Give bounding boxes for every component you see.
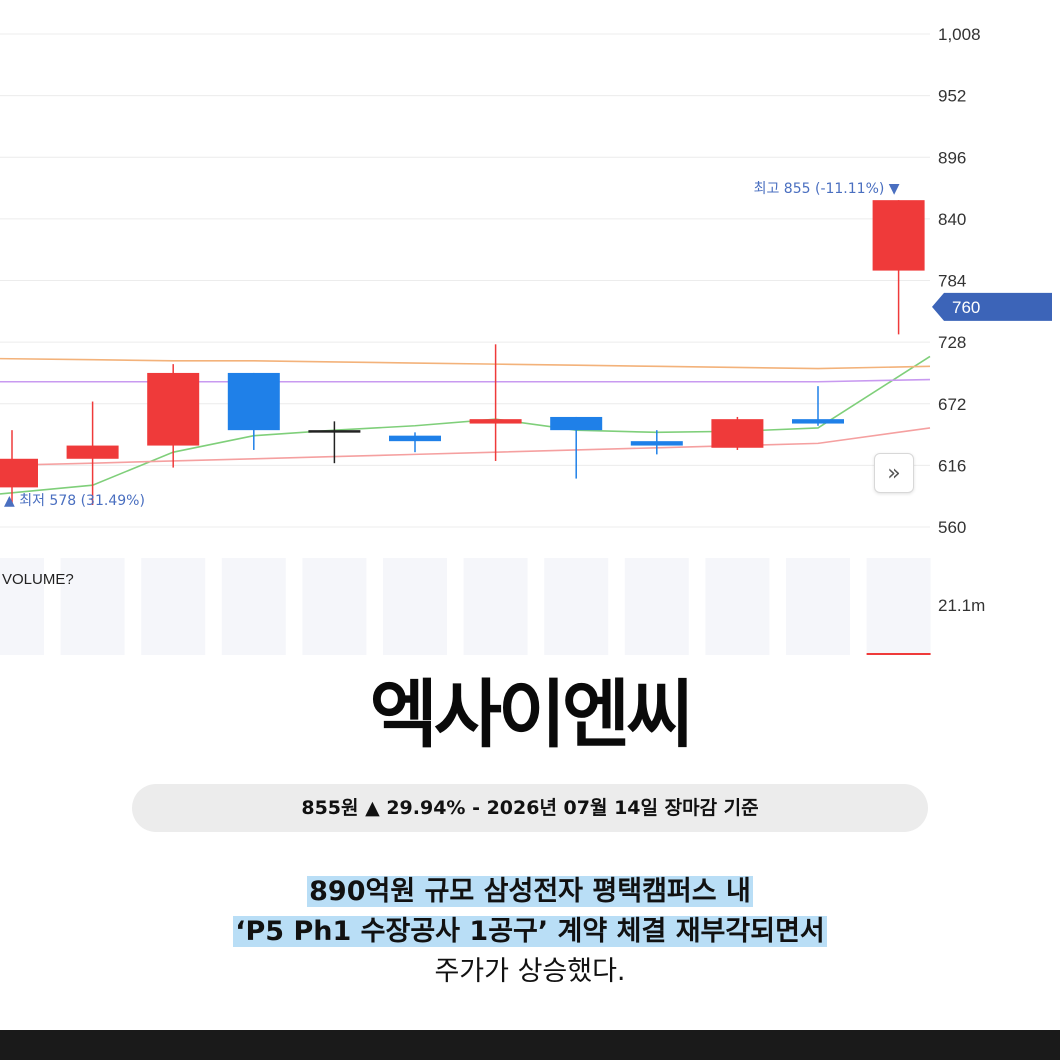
candle-body — [227, 372, 280, 431]
candle-body — [711, 419, 764, 448]
volume-bar-slot — [0, 558, 44, 655]
volume-bar-slot — [383, 558, 447, 655]
volume-bar-slot — [705, 558, 770, 655]
volume-tick-label: 21.1m — [938, 596, 985, 615]
volume-bar-slot — [221, 558, 286, 655]
volume-bar-slot — [302, 558, 367, 655]
candlestick-chart: 1,008 952 896 840 784 728 672 616 560 VOLUME? 21.1… — [0, 25, 1052, 655]
candle-body — [469, 419, 522, 424]
y-tick-label: 952 — [938, 87, 966, 106]
current-price-tag — [932, 292, 1052, 321]
y-tick-label: 728 — [938, 333, 966, 352]
candle-body — [66, 445, 119, 459]
candle-body — [872, 200, 925, 271]
stock-chart: 1,008 952 896 840 784 728 672 616 560 VOLUME? 21.1… — [0, 25, 1052, 655]
bottom-bar — [0, 1030, 1060, 1060]
scroll-right-button[interactable]: » — [874, 453, 914, 493]
y-tick-label: 840 — [938, 210, 966, 229]
volume-bar-slot — [786, 558, 850, 655]
candle-body — [0, 458, 38, 488]
candle-body — [147, 372, 200, 446]
company-name: 엑사이엔씨 — [369, 672, 694, 758]
headline: 890억원 규모 삼성전자 평택캠퍼스 내 ‘P5 Ph1 수장공사 1공구’ … — [0, 872, 1060, 992]
y-tick-label: 560 — [938, 518, 966, 537]
volume-bar-slot — [866, 558, 931, 655]
volume-bar-slot — [624, 558, 689, 655]
volume-bar-slot — [60, 558, 125, 655]
volume-bar-slot — [544, 558, 609, 655]
y-tick-label: 784 — [938, 272, 966, 291]
headline-line-1: 890억원 규모 삼성전자 평택캠퍼스 내 — [307, 876, 753, 907]
y-tick-label: 1,008 — [938, 25, 981, 44]
volume-bar-slot — [463, 558, 528, 655]
current-price-tag-label: 760 — [952, 298, 980, 317]
volume-label: VOLUME? — [2, 571, 74, 588]
high-annotation: 최고 855 (-11.11%) ▼ — [754, 181, 900, 197]
moving-average-line — [0, 427, 931, 467]
candle-body — [630, 441, 683, 446]
headline-line-3: 주가가 상승했다. — [434, 956, 626, 987]
price-summary-pill: 855원 ▲ 29.94% - 2026년 07월 14일 장마감 기준 — [132, 784, 928, 832]
y-tick-label: 896 — [938, 148, 966, 167]
candle-body — [308, 430, 361, 433]
headline-line-2: ‘P5 Ph1 수장공사 1공구’ 계약 체결 재부각되면서 — [233, 916, 827, 947]
candle-body — [550, 416, 603, 431]
y-tick-label: 672 — [938, 395, 966, 414]
low-annotation: ▲ 최저 578 (31.49%) — [4, 493, 145, 509]
moving-average-line — [0, 355, 931, 495]
candle-body — [389, 435, 441, 442]
double-chevron-right-icon: » — [887, 460, 901, 486]
volume-bar-slot — [141, 558, 206, 655]
candle-body — [792, 419, 844, 424]
moving-average-line — [0, 378, 931, 383]
y-tick-label: 616 — [938, 456, 966, 475]
moving-average-line — [0, 357, 931, 370]
